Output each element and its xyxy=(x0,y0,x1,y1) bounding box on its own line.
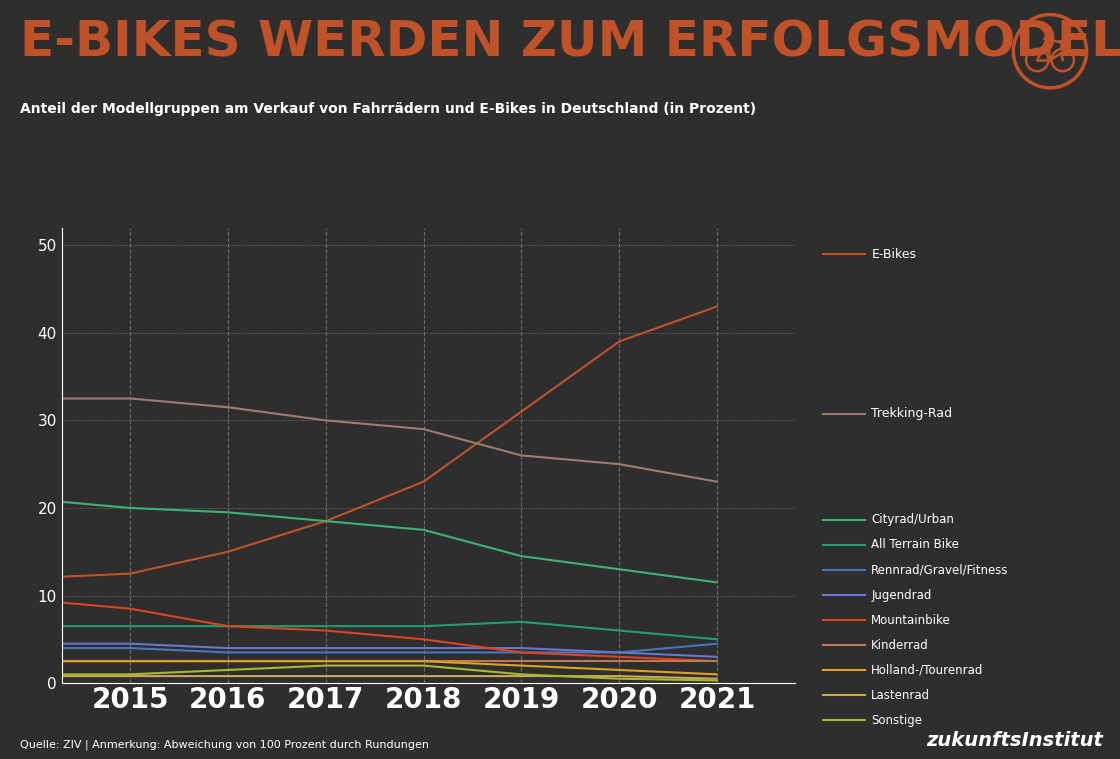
Text: Cityrad/Urban: Cityrad/Urban xyxy=(871,513,954,527)
Text: All Terrain Bike: All Terrain Bike xyxy=(871,538,959,552)
Text: Holland-/Tourenrad: Holland-/Tourenrad xyxy=(871,663,983,677)
Text: Lastenrad: Lastenrad xyxy=(871,688,931,702)
Text: Mountainbike: Mountainbike xyxy=(871,613,951,627)
Text: Quelle: ZIV | Anmerkung: Abweichung von 100 Prozent durch Rundungen: Quelle: ZIV | Anmerkung: Abweichung von … xyxy=(20,739,429,750)
Text: Sonstige: Sonstige xyxy=(871,713,923,727)
Text: Jugendrad: Jugendrad xyxy=(871,588,932,602)
Text: Anteil der Modellgruppen am Verkauf von Fahrrädern und E-Bikes in Deutschland (i: Anteil der Modellgruppen am Verkauf von … xyxy=(20,102,756,116)
Text: E-Bikes: E-Bikes xyxy=(871,247,916,261)
Text: Rennrad/Gravel/Fitness: Rennrad/Gravel/Fitness xyxy=(871,563,1009,577)
Text: Kinderrad: Kinderrad xyxy=(871,638,930,652)
Text: zukunftsInstitut: zukunftsInstitut xyxy=(926,731,1103,750)
Text: Trekking-Rad: Trekking-Rad xyxy=(871,407,952,420)
Text: E-BIKES WERDEN ZUM ERFOLGSMODELL: E-BIKES WERDEN ZUM ERFOLGSMODELL xyxy=(20,19,1120,67)
